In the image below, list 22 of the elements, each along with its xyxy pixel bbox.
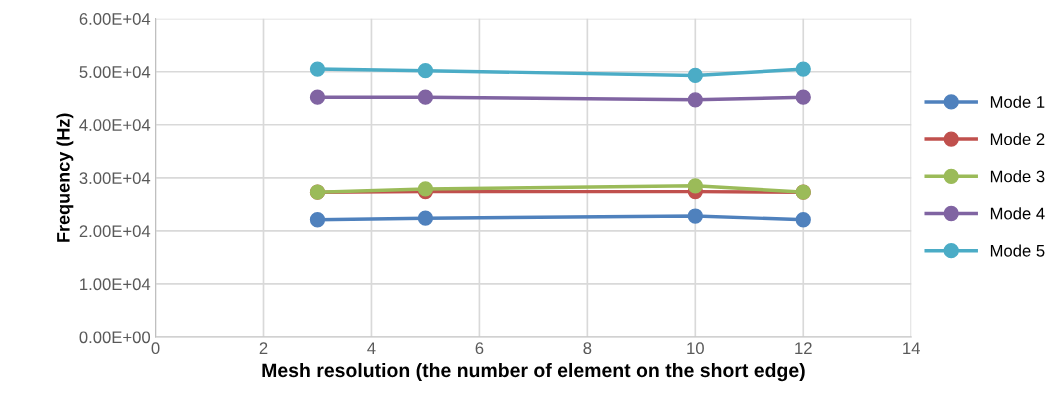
y-axis-title: Frequency (Hz) [56, 113, 74, 242]
x-tick-label: 2 [259, 342, 268, 354]
y-tick-label: 6.00E+04 [79, 13, 151, 25]
x-tick-label: 6 [475, 342, 484, 355]
legend-label: Mode 3 [990, 170, 1045, 183]
x-tick-label: 14 [903, 342, 920, 354]
x-tick-label: 10 [687, 342, 704, 355]
legend-label: Mode 2 [990, 132, 1045, 146]
legend-label: Mode 1 [990, 95, 1045, 108]
x-axis-title: Mesh resolution (the number of element on the short edge) [262, 362, 805, 382]
y-tick-label: 3.00E+04 [79, 172, 151, 185]
legend-label: Mode 5 [990, 244, 1045, 257]
y-tick-label: 2.00E+04 [79, 225, 151, 238]
y-tick-label: 1.00E+04 [80, 278, 151, 291]
x-tick-label: 12 [795, 342, 812, 354]
x-tick-label: 4 [367, 342, 376, 354]
y-tick-label: 4.00E+04 [79, 119, 151, 131]
y-tick-label: 5.00E+04 [79, 66, 151, 78]
x-tick-label: 0 [151, 342, 160, 355]
legend-label: Mode 4 [990, 207, 1045, 220]
x-tick-label: 8 [583, 342, 592, 355]
y-tick-label: 0.00E+00 [79, 331, 151, 344]
